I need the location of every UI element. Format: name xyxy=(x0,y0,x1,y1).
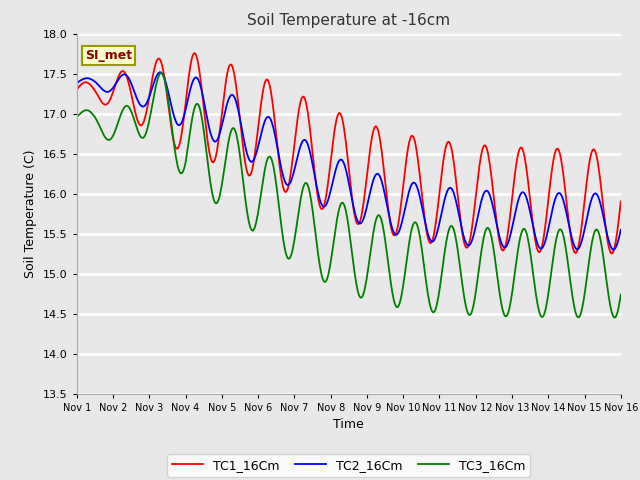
TC2_16Cm xyxy=(139,104,147,109)
TC3_16Cm xyxy=(73,114,81,120)
TC1_16Cm xyxy=(73,87,81,93)
TC2_16Cm xyxy=(416,192,424,198)
TC1_16Cm xyxy=(431,223,439,228)
TC1_16Cm xyxy=(83,80,90,85)
TC3_16Cm xyxy=(83,108,90,113)
TC2_16Cm xyxy=(83,75,90,81)
Line: TC3_16Cm: TC3_16Cm xyxy=(77,73,621,318)
TC1_16Cm xyxy=(608,251,616,256)
TC2_16Cm xyxy=(617,227,625,233)
TC1_16Cm xyxy=(223,70,231,76)
TC3_16Cm xyxy=(431,307,439,312)
TC2_16Cm xyxy=(195,78,202,84)
TC2_16Cm xyxy=(609,247,617,252)
TC1_16Cm xyxy=(191,50,198,56)
TC3_16Cm xyxy=(195,102,202,108)
TC3_16Cm xyxy=(223,145,231,151)
TC3_16Cm xyxy=(416,232,424,238)
TC3_16Cm xyxy=(617,292,625,298)
TC2_16Cm xyxy=(431,235,439,240)
TC3_16Cm xyxy=(611,315,619,321)
Title: Soil Temperature at -16cm: Soil Temperature at -16cm xyxy=(247,13,451,28)
Y-axis label: Soil Temperature (C): Soil Temperature (C) xyxy=(24,149,38,278)
TC1_16Cm xyxy=(617,199,625,204)
Line: TC1_16Cm: TC1_16Cm xyxy=(77,53,621,253)
TC3_16Cm xyxy=(139,135,147,141)
Text: SI_met: SI_met xyxy=(85,49,132,62)
TC2_16Cm xyxy=(223,100,231,106)
Line: TC2_16Cm: TC2_16Cm xyxy=(77,72,621,250)
TC1_16Cm xyxy=(139,121,147,127)
TC2_16Cm xyxy=(73,80,81,86)
Legend: TC1_16Cm, TC2_16Cm, TC3_16Cm: TC1_16Cm, TC2_16Cm, TC3_16Cm xyxy=(167,454,531,477)
TC1_16Cm xyxy=(416,170,424,176)
TC2_16Cm xyxy=(156,69,164,75)
X-axis label: Time: Time xyxy=(333,418,364,431)
TC3_16Cm xyxy=(157,70,164,76)
TC1_16Cm xyxy=(195,63,202,69)
